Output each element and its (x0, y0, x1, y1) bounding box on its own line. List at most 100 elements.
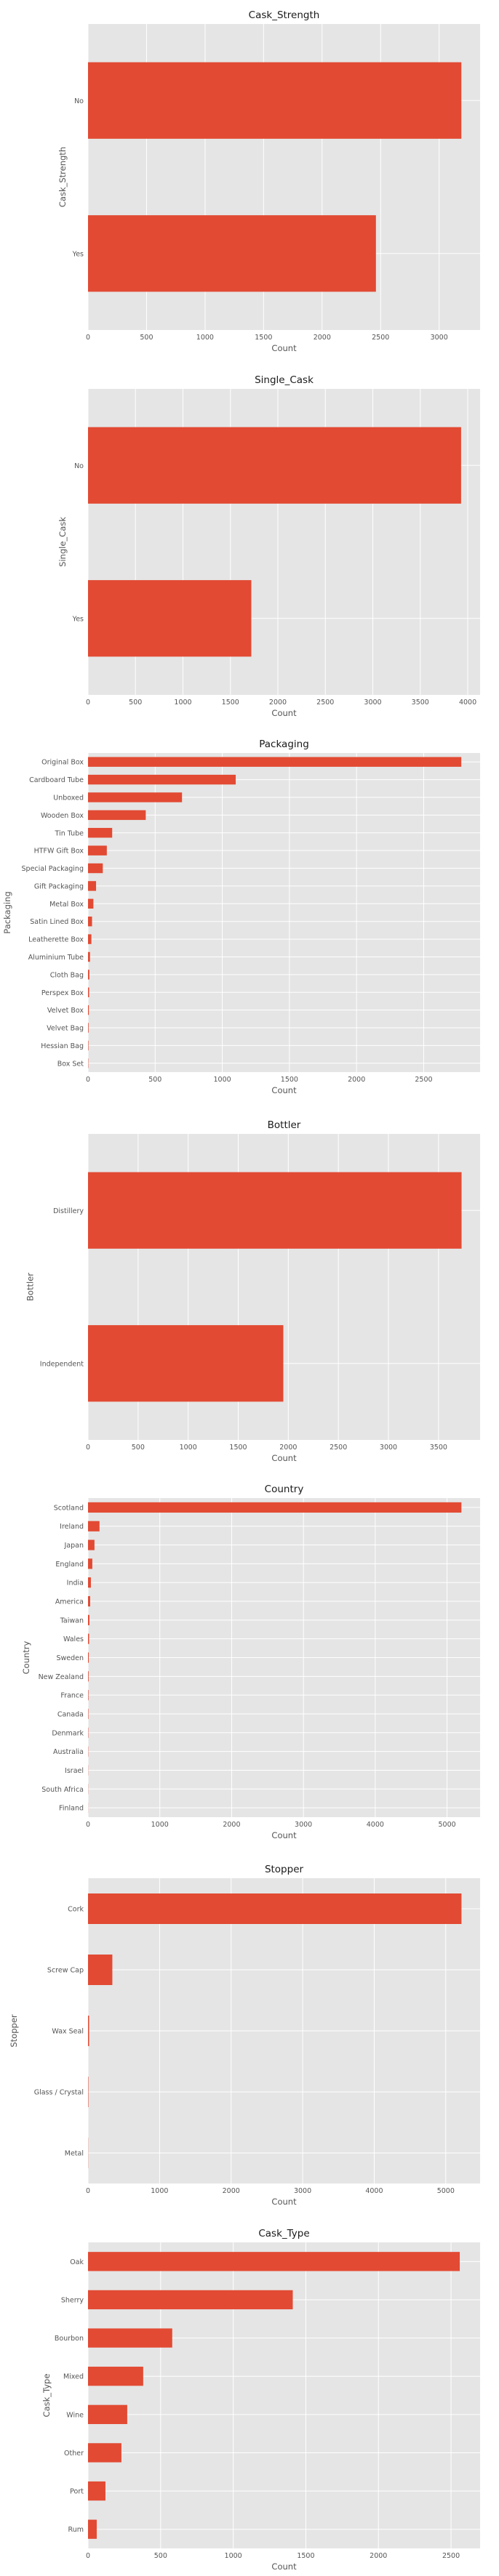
x-tick-label: 2000 (348, 1076, 365, 1084)
x-tick-label: 0 (86, 1821, 90, 1829)
y-axis-label: Country (21, 1641, 31, 1674)
x-tick-label: 4000 (365, 2187, 383, 2195)
x-tick-label: 3500 (430, 1444, 447, 1452)
bar (88, 1521, 100, 1531)
y-axis-label: Stopper (9, 2014, 19, 2048)
chart-1: 0 500 1000 1500 2000 2500 3000 3500 4000 No Yes Sin… (57, 374, 480, 718)
x-tick-label: 2000 (314, 334, 331, 342)
category-label: France (60, 1692, 84, 1700)
bar (88, 1955, 113, 1985)
category-label: Japan (64, 1542, 84, 1550)
category-label: Velvet Bag (47, 1025, 84, 1033)
category-label: England (55, 1561, 84, 1569)
category-label: No (74, 462, 84, 470)
category-label: Oak (70, 2258, 84, 2266)
category-label: Leatherette Box (28, 936, 84, 944)
x-tick-label: 500 (129, 699, 142, 707)
category-label: South Africa (41, 1786, 84, 1794)
bar (88, 970, 89, 980)
category-label: Yes (72, 250, 84, 258)
bar (88, 2290, 293, 2310)
x-tick-label: 2500 (415, 1076, 432, 1084)
bar (88, 987, 89, 997)
x-tick-label: 1000 (174, 699, 191, 707)
category-label: Wax Seal (52, 2028, 84, 2036)
category-label: No (74, 97, 84, 105)
bar (88, 881, 97, 891)
bar (88, 1502, 462, 1513)
x-tick-label: 1500 (281, 1076, 298, 1084)
plot-background (88, 753, 480, 1072)
bar (88, 898, 94, 909)
chart-title: Country (265, 1484, 304, 1495)
bar (88, 1005, 89, 1015)
bar (88, 62, 462, 139)
chart-3: 0 500 1000 1500 2000 2500 3000 3500 Distillery In… (25, 1119, 480, 1463)
category-label: HTFW Gift Box (34, 848, 84, 856)
bar (88, 1614, 89, 1625)
category-label: Metal (65, 2150, 84, 2158)
category-label: Other (64, 2450, 84, 2458)
x-tick-label: 4000 (459, 699, 476, 707)
chart-title: Cask_Type (258, 2228, 309, 2239)
x-axis-label: Count (271, 2197, 297, 2207)
category-label: Sherry (61, 2296, 84, 2304)
x-tick-label: 2000 (279, 1444, 297, 1452)
bar (88, 1690, 89, 1701)
category-label: Israel (65, 1767, 84, 1775)
x-tick-label: 1000 (180, 1444, 197, 1452)
x-tick-label: 2500 (372, 334, 389, 342)
category-label: Port (70, 2488, 84, 2496)
bar (88, 863, 103, 874)
x-tick-label: 1500 (229, 1444, 247, 1452)
x-tick-label: 3000 (380, 1444, 397, 1452)
category-label: Screw Cap (47, 1967, 84, 1975)
bar (88, 1893, 462, 1924)
x-tick-label: 2000 (269, 699, 287, 707)
category-label: Finland (59, 1805, 84, 1813)
chart-0: 0 500 1000 1500 2000 2500 3000 No Yes Cask_Streng… (57, 9, 480, 353)
category-label: Gift Packaging (34, 882, 84, 890)
bar (88, 2481, 105, 2501)
x-tick-label: 500 (132, 1444, 145, 1452)
bar (88, 757, 462, 767)
category-label: Sweden (56, 1654, 84, 1662)
x-tick-label: 500 (154, 2552, 167, 2560)
bar (88, 1595, 90, 1607)
x-tick-label: 2500 (330, 1444, 347, 1452)
category-label: Wales (63, 1635, 84, 1643)
category-label: Satin Lined Box (30, 918, 84, 926)
x-tick-label: 1500 (222, 699, 239, 707)
x-axis-label: Count (271, 1085, 297, 1095)
category-label: Original Box (41, 759, 84, 767)
chart-title: Bottler (268, 1119, 301, 1131)
category-label: Australia (53, 1748, 84, 1756)
x-tick-label: 5000 (438, 1821, 455, 1829)
x-tick-label: 1000 (151, 2187, 168, 2195)
bar (88, 1539, 95, 1550)
x-tick-label: 0 (86, 2552, 90, 2560)
category-label: Distillery (53, 1207, 84, 1215)
bar (88, 916, 92, 927)
category-label: Ireland (60, 1523, 84, 1531)
x-tick-label: 2500 (442, 2552, 460, 2560)
category-label: Aluminium Tube (28, 954, 84, 962)
x-axis-label: Count (271, 2561, 297, 2572)
bar (88, 828, 113, 838)
x-tick-label: 5000 (437, 2187, 455, 2195)
chart-4: 0 1000 2000 3000 4000 5000 Scotland Ireland Japa… (21, 1484, 480, 1840)
category-label: Cloth Bag (50, 971, 84, 979)
bar (88, 1652, 89, 1663)
category-label: Rum (68, 2526, 84, 2534)
category-label: Wine (66, 2411, 84, 2419)
bar (88, 2367, 143, 2386)
x-tick-label: 500 (140, 334, 153, 342)
category-label: Metal Box (49, 901, 84, 909)
category-label: Hessian Bag (41, 1042, 84, 1050)
plot-background (88, 2242, 480, 2548)
chart-5: 0 1000 2000 3000 4000 5000 Cork Screw Cap Wax Se… (9, 1864, 480, 2207)
bar (88, 1023, 89, 1033)
bar (88, 1633, 89, 1644)
x-tick-label: 1000 (196, 334, 214, 342)
category-label: Velvet Box (47, 1007, 84, 1015)
